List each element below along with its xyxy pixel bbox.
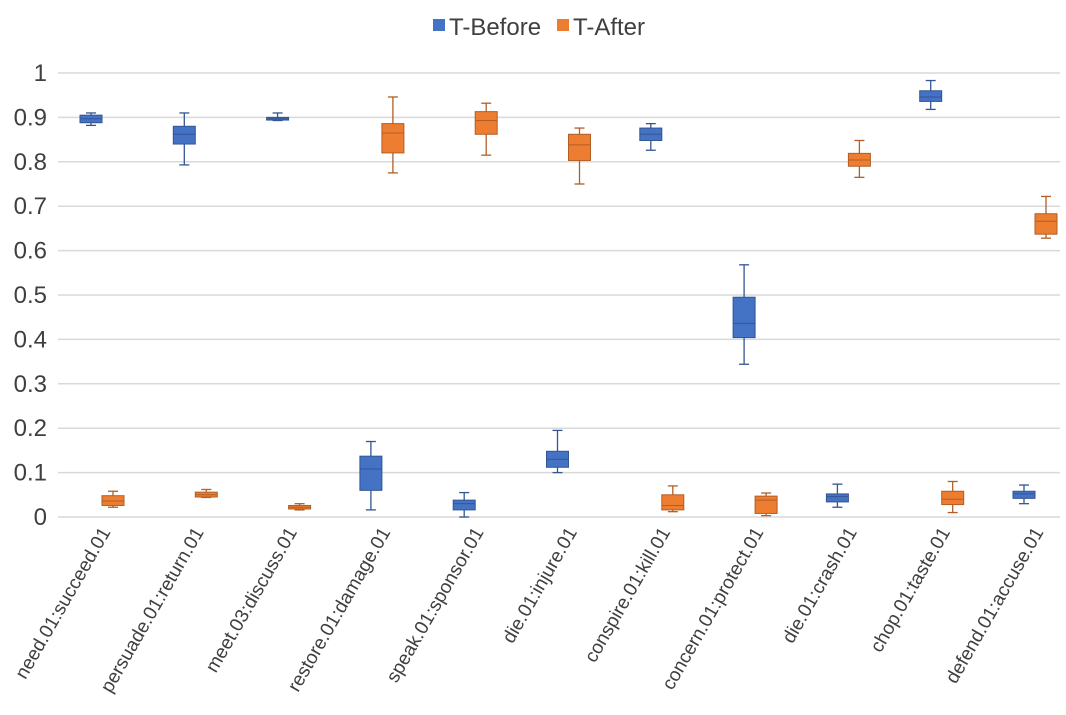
box-iqr <box>919 90 943 102</box>
box-t-before <box>546 429 569 474</box>
x-category-label: defend.01:accuse.01 <box>942 524 1048 687</box>
x-category-label: die.01:injure.01 <box>499 524 582 647</box>
legend: T-Before T-After <box>433 14 645 41</box>
x-category-label: meet.03:discuss.01 <box>202 524 302 676</box>
box-iqr <box>1012 490 1036 499</box>
box-iqr <box>825 493 849 503</box>
box-t-after <box>194 488 218 499</box>
box-t-before <box>732 264 756 365</box>
x-category-label: concern.01:protect.01 <box>658 524 768 694</box>
box-t-before <box>639 122 663 151</box>
box-t-after <box>754 492 778 517</box>
gridlines <box>58 72 1060 518</box>
box-t-before <box>919 79 943 111</box>
y-axis-tick-labels: 0 0.1 0.2 0.3 0.4 0.5 0.6 0.7 0.8 0.9 1 <box>14 60 47 531</box>
box-t-after <box>381 96 405 174</box>
y-tick-label: 0.7 <box>14 193 47 220</box>
box-t-after <box>288 503 312 511</box>
box-iqr <box>732 296 756 339</box>
box-iqr <box>1034 213 1058 235</box>
box-series <box>79 79 1058 518</box>
box-iqr <box>941 490 965 506</box>
legend-label-t-before: T-Before <box>449 14 541 41</box>
box-t-after <box>847 139 871 178</box>
box-t-before <box>1012 484 1036 505</box>
y-tick-label: 1 <box>34 60 47 87</box>
legend-swatch-t-after <box>557 19 569 31</box>
x-category-label: restore.01:damage.01 <box>284 524 395 695</box>
box-iqr <box>661 494 685 511</box>
box-t-after <box>568 127 591 185</box>
y-tick-label: 0 <box>34 504 47 531</box>
box-t-after <box>941 480 965 514</box>
y-tick-label: 0.1 <box>14 460 47 487</box>
box-t-after <box>474 102 498 156</box>
box-iqr <box>474 111 498 135</box>
box-iqr <box>568 133 591 161</box>
y-tick-label: 0.3 <box>14 371 47 398</box>
legend-label-t-after: T-After <box>573 14 645 41</box>
x-category-label: chop.01:taste.01 <box>867 524 955 656</box>
y-tick-label: 0.4 <box>14 326 47 353</box>
box-t-before <box>266 112 290 122</box>
y-tick-label: 0.5 <box>14 282 47 309</box>
box-iqr <box>754 495 778 514</box>
x-category-label: speak.01:sponsor.01 <box>383 524 489 686</box>
x-category-label: need.01:succeed.01 <box>12 524 116 683</box>
box-iqr <box>452 499 476 511</box>
box-iqr <box>359 455 383 491</box>
x-category-label: persuade.01:return.01 <box>97 524 209 696</box>
box-iqr <box>381 123 405 154</box>
box-t-before <box>172 112 196 166</box>
y-tick-label: 0.8 <box>14 149 47 176</box>
box-t-before <box>452 491 476 518</box>
y-tick-label: 0.2 <box>14 415 47 442</box>
box-t-before <box>359 440 383 511</box>
x-category-label: die.01:crash.01 <box>779 524 862 647</box>
x-category-label: conspire.01:kill.01 <box>581 524 675 666</box>
y-tick-label: 0.9 <box>14 104 47 131</box>
box-iqr <box>172 125 196 145</box>
legend-swatch-t-before <box>433 19 445 31</box>
y-tick-label: 0.6 <box>14 238 47 265</box>
box-t-before <box>79 112 103 127</box>
box-t-after <box>101 490 125 508</box>
box-t-after <box>1034 195 1058 239</box>
box-t-after <box>661 485 685 513</box>
x-axis-category-labels: need.01:succeed.01persuade.01:return.01m… <box>12 524 1049 696</box>
box-t-before <box>825 483 849 508</box>
